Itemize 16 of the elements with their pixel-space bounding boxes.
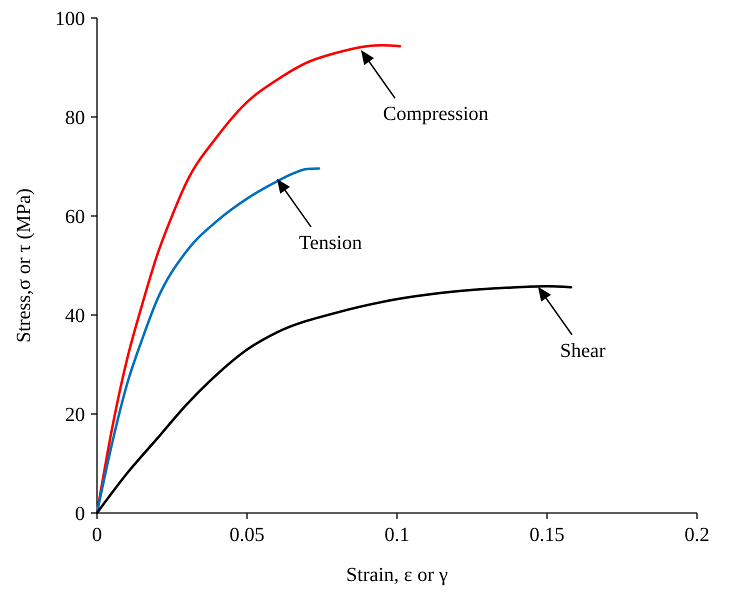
annotation: Compression xyxy=(383,103,489,126)
y-tick-label: 40 xyxy=(65,305,85,327)
x-tick-label: 0 xyxy=(92,524,102,546)
x-tick-label: 0.1 xyxy=(384,524,410,546)
x-tick-label: 0.05 xyxy=(230,524,264,546)
annotation: Tension xyxy=(299,232,362,254)
x-tick-label: 0.2 xyxy=(684,524,710,546)
y-tick-label: 80 xyxy=(65,107,85,129)
y-tick-label: 20 xyxy=(65,404,85,426)
y-tick-label: 0 xyxy=(75,503,85,525)
annotation: Shear xyxy=(560,340,606,362)
y-tick-label: 100 xyxy=(55,8,85,30)
x-tick-label: 0.15 xyxy=(530,524,564,546)
y-tick-label: 60 xyxy=(65,206,85,228)
y-axis-title: Stress,σ or τ (MPa) xyxy=(13,188,35,343)
x-axis-title: Strain, ε or γ xyxy=(346,564,448,586)
